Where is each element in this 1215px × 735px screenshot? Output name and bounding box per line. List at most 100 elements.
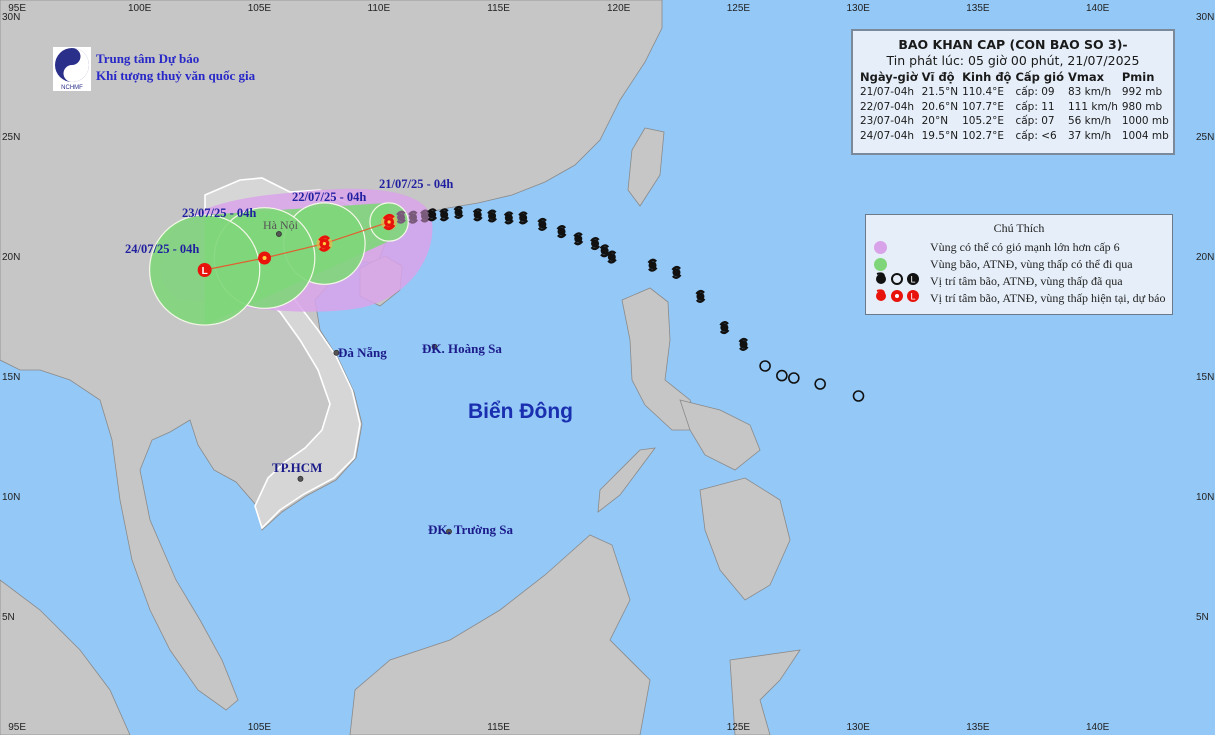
- forecast-points: L: [197, 213, 398, 277]
- storm-icon: [591, 239, 600, 248]
- storm-icon-arm: [719, 321, 730, 335]
- storm-icon-arm: [606, 250, 617, 264]
- table-cell: 19.5°N: [921, 129, 959, 142]
- table-cell: 23/07-04h: [860, 115, 915, 127]
- forecast-label-21: 21/07/25 - 04h: [379, 177, 454, 191]
- legend-item-storm-zone: Vùng bão, ATNĐ, vùng thấp có thể đi qua: [874, 256, 1133, 272]
- place-hoang-sa: ĐK. Hoàng Sa: [422, 341, 502, 356]
- forecast-table: Ngày-giờ Vĩ độ Kinh độ Cấp gió Vmax Pmin 21/0…: [859, 70, 1172, 143]
- forecast-label-24: 24/07/25 - 04h: [125, 242, 200, 256]
- past-depression-marker: [852, 390, 865, 402]
- table-cell: 992 mb: [1121, 86, 1163, 98]
- table-cell: 102.7°E: [962, 129, 1005, 142]
- storm-icon-arm: [738, 337, 749, 351]
- table-cell: 21.5°N: [921, 86, 959, 98]
- table-cell: 22/07-04h: [860, 100, 915, 113]
- place-truong-sa: ĐK. Trường Sa: [428, 522, 513, 537]
- place-ha-noi: Hà Nội: [263, 218, 298, 232]
- past-depression-marker: [759, 360, 771, 372]
- storm-icon: [421, 212, 430, 220]
- storm-icon-arm: [453, 205, 464, 219]
- storm-eye: [387, 220, 391, 224]
- place-dot: [333, 349, 340, 356]
- table-row: 24/07-04h 19.5°N 102.7°E cấp: <6 37 km/h 1004…: [859, 129, 1172, 144]
- storm-icon-arm: [518, 211, 529, 225]
- storm-icon-arm: [396, 210, 407, 224]
- forecast-line: [204, 221, 390, 271]
- place-dot: [297, 475, 304, 482]
- storm-icon-arm: [318, 235, 331, 252]
- legend-item-wind-zone: Vùng có thể có gió mạnh lớn hơn cấp 6: [874, 239, 1120, 255]
- storm-icon: [504, 213, 513, 222]
- place-dot: [276, 231, 282, 237]
- organization-name: Trung tâm Dự báo Khí tượng thuỷ văn quốc…: [96, 50, 255, 84]
- storm-icon: [672, 268, 681, 277]
- storm-icon-arm: [503, 211, 514, 225]
- past-depression-marker: [776, 369, 788, 382]
- sumatra: [0, 579, 131, 735]
- top-tick-label: 95E: [8, 3, 27, 14]
- column-header: Ngày-giờ: [860, 70, 918, 84]
- storm-icon: [696, 292, 705, 301]
- table-cell: 1000 mb: [1121, 115, 1169, 127]
- sulawesi-island: [729, 649, 801, 735]
- storm-icon: [488, 212, 497, 220]
- right-tick-label: 10N: [1196, 492, 1215, 503]
- red-storm-symbols-icon: L: [874, 289, 922, 307]
- forecast-label-22: 22/07/25 - 04h: [292, 190, 367, 204]
- left-tick-label: 30N: [2, 12, 21, 23]
- top-tick-label: 125E: [726, 3, 751, 14]
- storm-icon: [409, 213, 418, 222]
- right-tick-label: 15N: [1196, 372, 1215, 383]
- bottom-tick-label: 125E: [726, 722, 751, 733]
- storm-icon: [574, 234, 583, 243]
- left-tick-label: 25N: [2, 132, 21, 143]
- storm-icon-arm: [647, 258, 658, 272]
- storm-icon: [600, 246, 609, 255]
- place-dot: [446, 528, 452, 535]
- table-cell: cấp: 07: [1015, 115, 1055, 127]
- top-tick-label: 130E: [846, 3, 870, 14]
- place-tp-hcm: TP.HCM: [272, 460, 323, 475]
- forecast-track-line: [204, 221, 390, 271]
- storm-icon: [440, 210, 449, 219]
- table-cell: cấp: <6: [1015, 129, 1057, 142]
- storm-icon-arm: [439, 208, 450, 222]
- storm-icon-arm: [408, 210, 418, 224]
- top-tick-label: 120E: [607, 3, 631, 14]
- sea-label-bien-dong: Biển Đông: [468, 400, 573, 423]
- storm-icon: [428, 210, 437, 219]
- storm-icon: [739, 340, 748, 349]
- top-tick-label: 100E: [128, 3, 152, 14]
- table-cell: 24/07-04h: [860, 129, 915, 142]
- legend-title: Chú Thích: [993, 221, 1045, 235]
- green-circle-icon: [874, 257, 887, 271]
- bottom-tick-label: 140E: [1086, 722, 1110, 733]
- org-line-1: Trung tâm Dự báo: [96, 51, 200, 66]
- storm-icon-arm: [427, 208, 438, 222]
- black-storm-symbols-icon: L: [874, 272, 922, 290]
- legend-panel: Chú Thích Vùng có thể có gió mạnh lớn hơ…: [865, 214, 1173, 315]
- land-layer: [0, 0, 801, 735]
- storm-icon: [607, 253, 616, 262]
- bulletin-title: BAO KHAN CAP (CON BAO SO 3)-: [898, 37, 1128, 52]
- right-tick-label: 30N: [1196, 12, 1215, 23]
- place-dot: [431, 343, 438, 350]
- bottom-tick-label: 115E: [487, 722, 510, 733]
- legend-item-forecast: L Vị trí tâm bão, ATNĐ, vùng thấp hiện t…: [874, 289, 1165, 307]
- top-tick-label: 115E: [487, 3, 510, 14]
- column-header: Pmin: [1121, 70, 1155, 84]
- table-row: 22/07-04h 20.6°N 107.7°E cấp: 11 111 km/h 980…: [859, 100, 1172, 115]
- bottom-tick-label: 135E: [966, 722, 990, 733]
- storm-icon-arm: [382, 213, 396, 231]
- issued-time: Tin phát lúc: 05 giờ 00 phút, 21/07/2025: [886, 53, 1140, 68]
- table-cell: 110.4°E: [962, 86, 1005, 98]
- table-row: 23/07-04h 20°N 105.2°E cấp: 07 56 km/h 1000 m…: [859, 114, 1172, 129]
- table-cell: 21/07-04h: [860, 86, 915, 98]
- table-cell: 111 km/h: [1067, 100, 1118, 113]
- storm-icon-arm: [590, 237, 601, 251]
- svg-text:L: L: [910, 292, 915, 302]
- table-row: 21/07-04h 21.5°N 110.4°E cấp: 09 83 km/h 992 …: [859, 85, 1172, 100]
- storm-icon: [538, 220, 547, 229]
